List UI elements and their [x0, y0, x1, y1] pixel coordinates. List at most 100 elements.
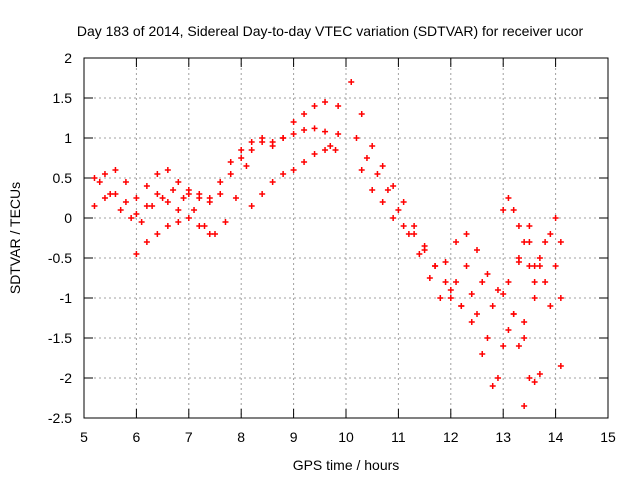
data-points	[91, 79, 564, 409]
data-point	[500, 291, 507, 297]
data-point	[405, 231, 412, 237]
data-point	[374, 171, 381, 177]
data-point	[301, 111, 308, 117]
data-point	[442, 279, 449, 285]
data-point	[474, 247, 480, 253]
data-point	[232, 195, 239, 201]
data-point	[280, 171, 287, 177]
data-point	[510, 207, 517, 213]
data-point	[411, 231, 418, 237]
data-series-track-1	[91, 99, 342, 201]
data-point	[484, 271, 491, 277]
data-point	[390, 215, 397, 221]
data-point	[159, 195, 166, 201]
y-axis-label: SDTVAR / TECUs	[7, 182, 23, 294]
data-point	[128, 215, 135, 221]
data-point	[468, 319, 475, 325]
x-tick-label: 6	[133, 429, 141, 445]
data-point	[531, 279, 538, 285]
data-point	[426, 275, 433, 281]
data-point	[552, 263, 559, 269]
data-point	[479, 279, 486, 285]
data-point	[290, 167, 297, 173]
data-point	[536, 263, 543, 269]
data-series-track-10	[515, 343, 543, 409]
data-point	[248, 147, 255, 153]
data-point	[206, 199, 213, 205]
data-point	[453, 239, 460, 245]
data-point	[175, 219, 182, 225]
data-point	[301, 159, 308, 165]
data-point	[463, 263, 470, 269]
y-tick-label: 2	[64, 50, 72, 66]
data-point	[369, 187, 376, 193]
data-point	[505, 279, 512, 285]
data-point	[400, 199, 407, 205]
data-point	[91, 175, 98, 181]
data-point	[185, 191, 192, 197]
data-point	[149, 203, 156, 209]
x-axis-label: GPS time / hours	[293, 457, 400, 473]
data-point	[547, 231, 554, 237]
data-point	[101, 195, 108, 201]
data-point	[505, 195, 512, 201]
data-point	[164, 199, 171, 205]
data-point	[515, 255, 522, 261]
x-tick-label: 11	[391, 429, 406, 445]
data-point	[510, 311, 517, 317]
data-point	[395, 207, 402, 213]
data-point	[437, 295, 444, 301]
data-point	[416, 251, 423, 257]
data-point	[206, 231, 213, 237]
x-tick-label: 12	[443, 429, 459, 445]
data-point	[515, 223, 522, 229]
x-tick-label: 9	[290, 429, 298, 445]
data-point	[217, 179, 224, 185]
data-point	[133, 211, 140, 217]
data-point	[557, 239, 564, 245]
x-tick-label: 13	[495, 429, 511, 445]
data-point	[107, 191, 114, 197]
data-point	[101, 171, 108, 177]
data-point	[122, 179, 129, 185]
data-point	[526, 223, 533, 229]
data-point	[369, 143, 376, 149]
data-point	[547, 303, 554, 309]
grid	[84, 58, 608, 418]
data-point	[290, 131, 297, 137]
data-point	[542, 239, 549, 245]
data-point	[432, 263, 439, 269]
data-point	[536, 255, 543, 261]
data-point	[164, 167, 171, 173]
data-point	[180, 195, 187, 201]
data-point	[332, 147, 339, 153]
data-point	[154, 171, 161, 177]
data-point	[327, 143, 334, 149]
data-point	[196, 223, 203, 229]
data-point	[531, 379, 538, 385]
data-point	[212, 231, 218, 237]
data-point	[536, 371, 543, 377]
data-point	[154, 191, 161, 197]
data-point	[521, 335, 528, 341]
data-point	[494, 287, 501, 293]
data-point	[91, 203, 98, 209]
data-series-track-2	[91, 125, 342, 217]
data-point	[122, 199, 129, 205]
axis-ticks: 5 6 7 8 9 10 11 12 13 14 15 -2.5 -2 -1.5 -1 -0.5 0 0.5 1 1.…	[48, 50, 616, 445]
data-point	[191, 207, 198, 213]
data-point	[301, 127, 308, 133]
data-point	[322, 128, 329, 135]
data-point	[531, 295, 538, 301]
data-point	[290, 119, 297, 125]
data-point	[185, 215, 192, 221]
data-point	[311, 103, 318, 109]
data-point	[243, 163, 250, 169]
data-point	[358, 111, 365, 117]
data-point	[489, 383, 496, 389]
data-point	[484, 335, 491, 341]
data-point	[175, 179, 182, 185]
data-point	[170, 187, 177, 193]
data-point	[322, 99, 329, 105]
